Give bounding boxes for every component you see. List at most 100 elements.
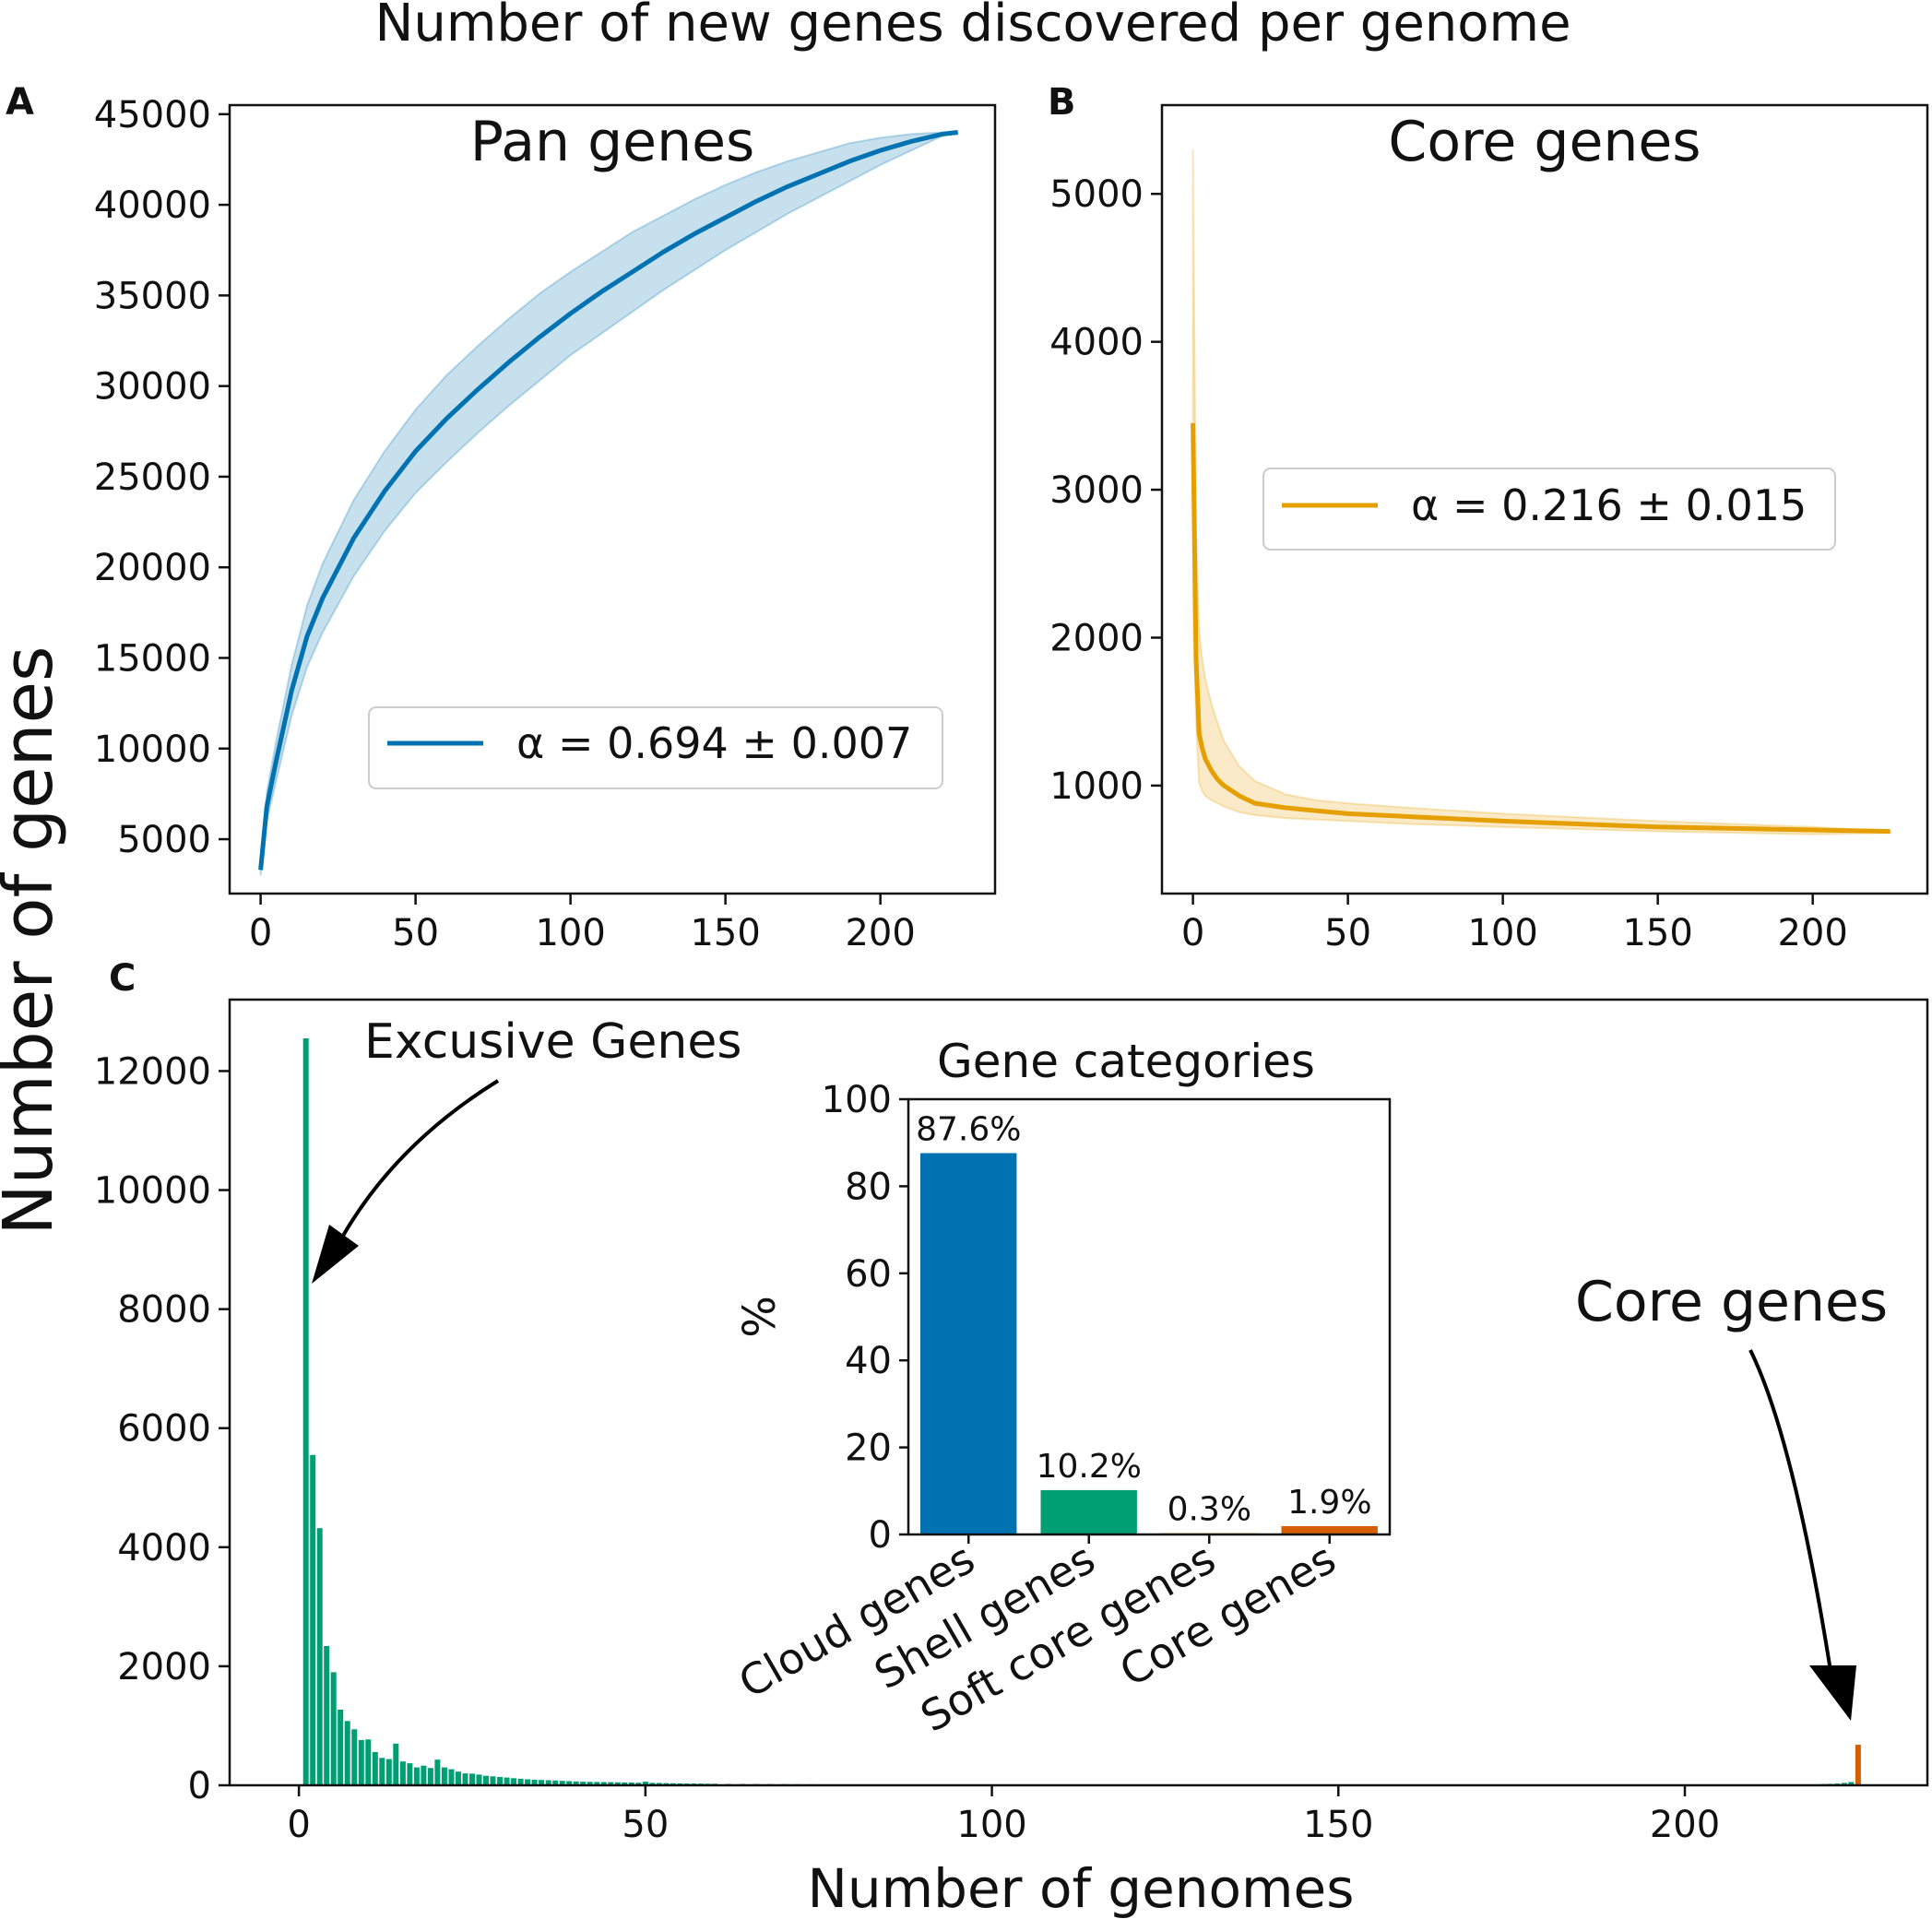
inset-plot-area: 87.6% 10.2% 0.3% 1.9% (916, 1111, 1378, 1534)
histogram-bar (497, 1777, 504, 1785)
panel-a-legend-label: α = 0.694 ± 0.007 (516, 718, 912, 768)
panel-c-plot-area (302, 1038, 1861, 1786)
panel-b-x-tick-label: 50 (1324, 912, 1371, 954)
histogram-bar (600, 1782, 607, 1785)
panel-c-y-tick-label: 8000 (117, 1289, 211, 1332)
panel-a-axes: 0 50 100 150 200 5000 10000 15000 20000 25000 3000… (94, 94, 916, 954)
inset-frame (907, 1097, 1392, 1536)
histogram-bar (490, 1776, 496, 1785)
histogram-bar (614, 1782, 621, 1785)
histogram-bar (385, 1759, 392, 1785)
inset-y-tick-label: 80 (845, 1166, 892, 1208)
panel-b-y-tick-label: 3000 (1049, 469, 1144, 512)
panel-b-series-line (1191, 422, 1891, 835)
panel-b-x-tick-label: 150 (1622, 912, 1692, 954)
inset-bar-value-label: 0.3% (1167, 1491, 1251, 1529)
inset-bar (1281, 1526, 1378, 1534)
core-genes-arrowhead-icon (1809, 1665, 1856, 1721)
histogram-bar (330, 1672, 337, 1785)
panel-b-legend-box (1262, 468, 1836, 551)
panel-c-x-tick-label: 0 (287, 1804, 310, 1846)
histogram-bar (365, 1739, 372, 1785)
panel-a-x-tick-label: 100 (535, 912, 605, 954)
histogram-bar (427, 1768, 433, 1785)
histogram-bar (608, 1782, 614, 1785)
panel-a-y-tick-label: 35000 (94, 275, 211, 317)
histogram-bar (587, 1782, 593, 1785)
inset-bar-value-label: 10.2% (1037, 1448, 1142, 1486)
panel-letter-c: C (109, 957, 136, 1000)
histogram-bar (448, 1769, 455, 1785)
inset-y-tick-label: 0 (869, 1514, 892, 1557)
panel-a-y-tick-label: 15000 (94, 637, 211, 680)
histogram-bar (393, 1743, 399, 1785)
histogram-bar (456, 1771, 461, 1785)
histogram-bar (504, 1777, 510, 1785)
histogram-bar (483, 1775, 489, 1785)
histogram-bar (1841, 1783, 1847, 1785)
panel-a-y-tick-label: 40000 (94, 184, 211, 227)
histogram-bar (517, 1778, 524, 1785)
panel-a-legend: α = 0.694 ± 0.007 (368, 706, 943, 789)
histogram-bar (413, 1767, 420, 1785)
panel-b-frame (1160, 103, 1929, 895)
inset-y-axis-label: % (734, 1296, 786, 1338)
panel-b-legend: α = 0.216 ± 0.015 (1262, 468, 1836, 551)
panel-c-y-tick-label: 10000 (94, 1170, 211, 1213)
shared-x-axis-label: Number of genomes (808, 1857, 1355, 1919)
panel-c-frame (228, 998, 1929, 1787)
histogram-bar (434, 1759, 441, 1785)
histogram-bar (476, 1774, 482, 1785)
panel-a-y-tick-label: 25000 (94, 456, 211, 499)
panel-c-y-tick-label: 2000 (117, 1646, 211, 1688)
panel-b-confidence-band (1191, 149, 1891, 835)
histogram-bar (421, 1765, 427, 1785)
histogram-bar (642, 1782, 648, 1785)
panel-a-legend-box (368, 706, 943, 789)
panel-c-y-tick-label: 12000 (94, 1050, 211, 1093)
panel-a-frame (228, 103, 997, 895)
histogram-bar (573, 1781, 579, 1785)
panel-b-plot-area (1191, 149, 1891, 835)
panel-c-x-tick-label: 200 (1650, 1804, 1720, 1846)
panel-a-x-tick-label: 50 (392, 912, 439, 954)
histogram-bar (302, 1038, 309, 1785)
histogram-bar (316, 1528, 323, 1785)
panel-b-y-tick-label: 2000 (1049, 617, 1144, 659)
histogram-bar (399, 1761, 406, 1785)
panel-c-y-tick-label: 6000 (117, 1408, 211, 1451)
inset-y-tick-label: 60 (845, 1253, 892, 1296)
histogram-bar (531, 1779, 538, 1785)
histogram-bar (566, 1781, 573, 1785)
panel-a-y-tick-label: 5000 (117, 819, 211, 861)
panel-b-core-genes: B 0 50 100 150 200 1000 2000 3000 4000 5000 Core … (1048, 81, 1929, 954)
inset-title: Gene categories (937, 1035, 1315, 1088)
histogram-bar (525, 1779, 531, 1785)
panel-letter-b: B (1048, 81, 1076, 124)
histogram-bar (539, 1780, 545, 1785)
shared-y-axis-label: Number of genes (0, 646, 68, 1235)
figure-title: Number of new genes discovered per genom… (374, 0, 1570, 53)
inset-y-tick-label: 100 (822, 1079, 892, 1121)
histogram-bar (622, 1782, 628, 1785)
histogram-bar (344, 1721, 350, 1785)
histogram-bar (649, 1783, 656, 1785)
panel-b-x-tick-label: 200 (1777, 912, 1847, 954)
panel-c-x-tick-label: 150 (1303, 1804, 1373, 1846)
core-genes-bar (1855, 1745, 1861, 1785)
core-genes-arrow (1748, 1349, 1832, 1672)
histogram-bar (1848, 1782, 1855, 1785)
histogram-bar (338, 1710, 344, 1785)
panel-a-y-tick-label: 20000 (94, 547, 211, 589)
panel-b-axes: 0 50 100 150 200 1000 2000 3000 4000 5000 (1049, 173, 1848, 954)
panel-letter-a: A (6, 81, 34, 124)
histogram-bar (552, 1780, 559, 1785)
histogram-bar (635, 1783, 642, 1785)
panel-b-title: Core genes (1388, 110, 1701, 174)
panel-a-y-tick-label: 10000 (94, 729, 211, 771)
inset-bar-value-label: 87.6% (916, 1111, 1021, 1149)
panel-b-y-tick-label: 1000 (1049, 765, 1144, 808)
panel-c-x-tick-label: 50 (622, 1804, 669, 1846)
histogram-bar (351, 1729, 358, 1785)
